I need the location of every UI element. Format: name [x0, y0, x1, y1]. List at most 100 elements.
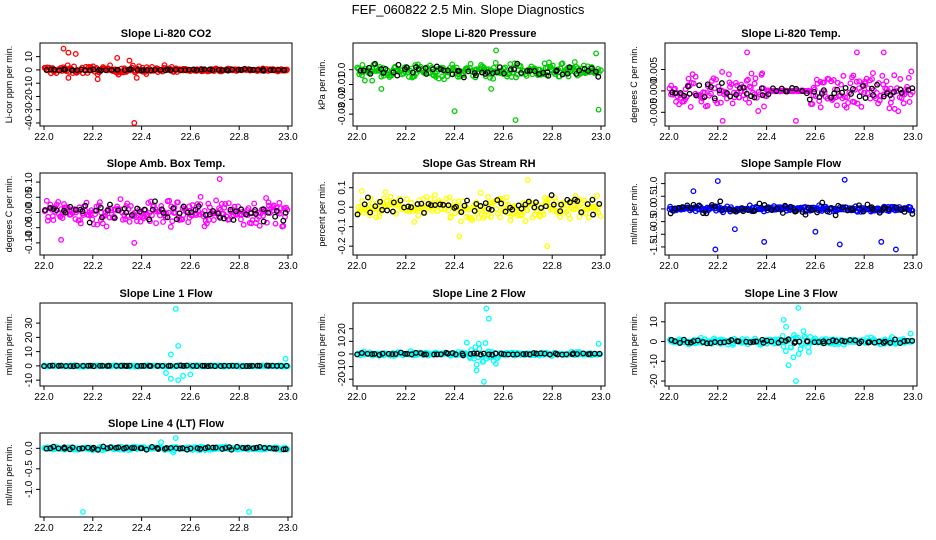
x-tick-label: 23.0: [278, 523, 298, 534]
data-point: [909, 207, 916, 214]
data-point: [166, 197, 173, 204]
reference-point: [464, 197, 471, 204]
reference-point: [458, 209, 465, 216]
x-tick-label: 22.2: [83, 261, 103, 272]
reference-point: [115, 207, 122, 214]
data-point: [752, 75, 759, 82]
reference-point: [107, 444, 114, 451]
outlier-point: [80, 508, 86, 515]
data-point: [80, 212, 87, 219]
reference-point: [704, 340, 710, 347]
reference-point: [360, 67, 367, 74]
panel-title: Slope Sample Flow: [741, 158, 842, 170]
data-point: [755, 108, 762, 114]
x-tick-label: 23.0: [591, 392, 611, 403]
y-tick-label: 0.0: [337, 62, 348, 76]
reference-point: [514, 60, 521, 67]
data-point: [458, 218, 464, 225]
x-tick-label: 22.6: [494, 392, 514, 403]
reference-point: [449, 71, 456, 78]
reference-point: [394, 72, 401, 79]
data-point: [186, 203, 193, 210]
reference-point: [140, 362, 147, 369]
data-point: [202, 217, 209, 224]
reference-point: [118, 362, 125, 369]
outlier-point: [163, 370, 169, 376]
reference-point: [87, 67, 94, 74]
reference-point: [502, 208, 509, 215]
x-tick-label: 23.0: [278, 392, 298, 403]
plot-frame: [352, 302, 606, 387]
reference-point: [69, 444, 76, 451]
data-point: [795, 350, 802, 357]
reference-point: [580, 350, 587, 357]
data-point: [169, 218, 176, 225]
data-point: [493, 205, 500, 212]
y-tick-label: 0.05: [24, 187, 35, 207]
reference-point: [531, 68, 538, 75]
reference-point: [835, 202, 842, 209]
reference-point: [170, 205, 177, 212]
reference-point: [423, 351, 430, 358]
reference-point: [703, 210, 710, 217]
reference-point: [129, 444, 135, 451]
reference-point: [260, 218, 267, 225]
panel-title: Slope Line 2 Flow: [433, 288, 526, 300]
outlier-point: [795, 305, 802, 311]
data-point: [833, 102, 840, 109]
reference-point: [880, 339, 887, 346]
data-point: [880, 91, 887, 98]
panel-title: Slope Gas Stream RH: [422, 158, 535, 170]
reference-point: [588, 65, 595, 72]
reference-point: [868, 85, 875, 92]
data-point: [222, 201, 229, 207]
reference-point: [180, 362, 187, 369]
reference-point: [278, 362, 285, 369]
reference-point: [367, 209, 374, 216]
reference-point: [785, 336, 792, 343]
panel-1: Slope Li-820 CO2 Li-cor ppm per min. 22.0 2…: [4, 28, 298, 143]
reference-point: [123, 363, 130, 369]
reference-point: [397, 197, 404, 204]
reference-point: [445, 202, 452, 209]
reference-point: [820, 87, 827, 94]
reference-point: [183, 362, 190, 369]
reference-point: [685, 83, 692, 90]
y-axis-label: degrees C per min.: [629, 46, 639, 123]
reference-point: [524, 68, 531, 74]
reference-point: [774, 205, 781, 212]
data-point: [811, 86, 818, 93]
reference-point: [62, 66, 68, 73]
data-point: [210, 217, 217, 223]
reference-point: [866, 339, 873, 345]
y-tick-label: 0: [24, 67, 35, 73]
data-point: [511, 60, 518, 67]
panel-4: Slope Amb. Box Temp. degrees C per min. 22…: [4, 158, 298, 272]
reference-point: [860, 208, 867, 215]
data-point: [148, 212, 155, 219]
reference-point: [238, 206, 245, 213]
x-tick-label: 22.6: [181, 392, 201, 403]
y-tick-label: 0: [24, 363, 35, 369]
reference-point: [856, 93, 863, 100]
reference-point: [86, 219, 93, 226]
x-tick-label: 22.2: [708, 132, 728, 143]
reference-point: [518, 205, 525, 212]
reference-point: [909, 337, 916, 344]
reference-point: [217, 214, 224, 221]
data-point: [443, 195, 450, 202]
x-tick-label: 22.6: [181, 132, 201, 143]
reference-point: [389, 351, 396, 358]
data-point: [83, 199, 90, 206]
reference-point: [99, 214, 105, 221]
data-point: [725, 71, 732, 78]
reference-point: [244, 444, 251, 451]
data-point: [486, 348, 493, 355]
data-point: [447, 213, 454, 220]
data-point: [477, 190, 484, 196]
reference-point: [892, 336, 899, 343]
data-point: [245, 205, 252, 211]
reference-point: [152, 66, 158, 73]
y-tick-label: 1.0: [649, 176, 660, 190]
x-tick-label: 22.4: [757, 132, 777, 143]
